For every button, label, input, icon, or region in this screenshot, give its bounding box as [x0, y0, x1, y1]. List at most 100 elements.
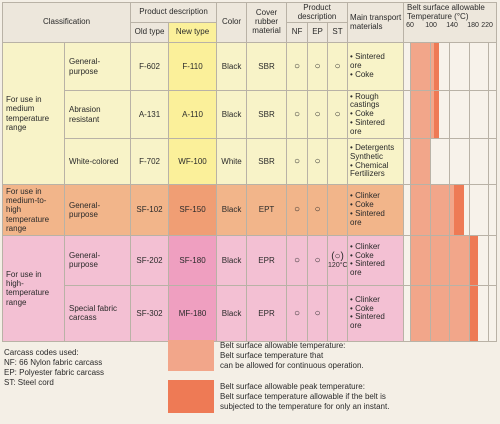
grid-line [410, 286, 412, 341]
carcass-codes-title: Carcass codes used: [4, 348, 79, 357]
product-description-header-2: Product description [286, 2, 349, 23]
grid-line [429, 185, 431, 235]
material-line: • Sintered [350, 117, 385, 127]
material-line: castings [350, 100, 380, 110]
materials-cell: • Clinker • Coke • Sintered ore [347, 284, 405, 342]
grid-line [468, 139, 470, 184]
grid-line [449, 139, 451, 184]
legend-line: Belt surface allowable temperature: [220, 341, 346, 350]
rubber-cell: SBR [246, 138, 288, 185]
ep-cell: ○ [307, 284, 329, 342]
peak-temp-legend: Belt surface allowable peak temperature:… [220, 382, 389, 412]
st-mark: ○ [334, 108, 341, 120]
grid-line [468, 91, 470, 138]
grid-line [488, 286, 490, 341]
color-cell: Black [216, 184, 248, 236]
group-label: For use in medium-to-high temperature ra… [2, 184, 65, 236]
new-type-cell: WF-100 [168, 138, 218, 185]
materials-cell: • Clinker • Coke • Sintered ore [347, 234, 405, 286]
continuous-bar [410, 236, 469, 285]
grid-line [488, 236, 490, 285]
peak-bar [468, 236, 479, 285]
grid-line [468, 43, 470, 90]
color-cell: Black [216, 90, 248, 139]
subclass-label: General-purpose [63, 234, 132, 286]
st-header: ST [327, 22, 349, 43]
continuous-temp-legend: Belt surface allowable temperature: Belt… [220, 341, 364, 371]
st-mark: ○ [334, 60, 341, 72]
legend-line: subjected to the temperature for only an… [220, 402, 390, 411]
group-label: For use in high-temperature range [2, 234, 65, 342]
material-line: • Clinker [350, 191, 380, 201]
materials-cell: • Clinker • Coke • Sintered ore [347, 184, 405, 236]
material-line: Synthetic [350, 151, 383, 161]
grid-line [449, 91, 451, 138]
material-line: • Rough [350, 91, 379, 101]
material-line: • Coke [350, 303, 374, 313]
st-cell: (○) 120°C [327, 234, 349, 286]
old-type-header: Old type [130, 22, 170, 43]
belt-spec-table: Classification Product description Color… [1, 2, 498, 342]
carcass-code-st: ST: Steel cord [4, 378, 54, 387]
cover-rubber-header: Cover rubber material [246, 2, 288, 43]
grid-line [429, 139, 431, 184]
tick-label: 220 [481, 21, 493, 29]
nf-cell: ○ [286, 42, 309, 91]
nf-cell: ○ [286, 184, 309, 236]
temp-bar-cell [403, 42, 498, 91]
rubber-cell: SBR [246, 90, 288, 139]
peak-bar [453, 185, 464, 235]
material-line: • Sintered [350, 52, 385, 62]
materials-cell: • Rough castings • Coke • Sintered ore [347, 90, 405, 139]
temp-bar-cell [403, 184, 498, 236]
grid-line [468, 185, 470, 235]
grid-line [468, 286, 470, 341]
old-type-cell: F-702 [130, 138, 170, 185]
nf-cell: ○ [286, 138, 309, 185]
continuous-bar [410, 43, 435, 90]
grid-line [429, 286, 431, 341]
color-cell: Black [216, 42, 248, 91]
grid-line [410, 91, 412, 138]
material-line: • Clinker [350, 241, 380, 251]
peak-bar [468, 286, 479, 341]
subclass-label: General-purpose [63, 42, 132, 91]
ep-cell: ○ [307, 184, 329, 236]
subclass-label: White-colored [63, 138, 132, 185]
material-line: • Sintered [350, 259, 385, 269]
temp-bar-cell [403, 138, 498, 185]
ep-header: EP [307, 22, 329, 43]
grid-line [410, 43, 412, 90]
grid-line [488, 185, 490, 235]
new-type-cell: SF-150 [168, 184, 218, 236]
material-line: Fertilizers [350, 169, 385, 179]
materials-cell: • Sintered ore • Coke [347, 42, 405, 91]
st-cell: ○ [327, 42, 349, 91]
temp-scale: 60 100 140 180 220 [406, 21, 493, 31]
rubber-cell: EPT [246, 184, 288, 236]
nf-cell: ○ [286, 284, 309, 342]
legend-line: can be allowed for continuous operation. [220, 361, 364, 370]
main-transport-header: Main transport materials [347, 2, 405, 43]
peak-bar [434, 43, 440, 90]
table-row: White-colored F-702 WF-100 White SBR ○ ○ • Dete… [3, 138, 498, 185]
material-line: ore [350, 217, 362, 227]
material-line: • Sintered [350, 312, 385, 322]
new-type-cell: A-110 [168, 90, 218, 139]
subclass-label: Abrasion resistant [63, 90, 132, 139]
tick-label: 180 [467, 21, 479, 29]
material-line: • Sintered [350, 208, 385, 218]
old-type-cell: SF-102 [130, 184, 170, 236]
grid-line [410, 185, 412, 235]
temp-bar-cell [403, 234, 498, 286]
new-type-cell: SF-180 [168, 234, 218, 286]
rubber-cell: SBR [246, 42, 288, 91]
material-line: ore [350, 126, 362, 136]
ep-cell: ○ [307, 90, 329, 139]
material-line: ore [350, 268, 362, 278]
material-line: • Detergents [350, 142, 395, 152]
table-row: For use in medium-to-high temperature ra… [2, 184, 498, 236]
color-cell: Black [216, 234, 248, 286]
st-mark: (○) [331, 250, 344, 262]
material-line: • Coke [350, 109, 374, 119]
